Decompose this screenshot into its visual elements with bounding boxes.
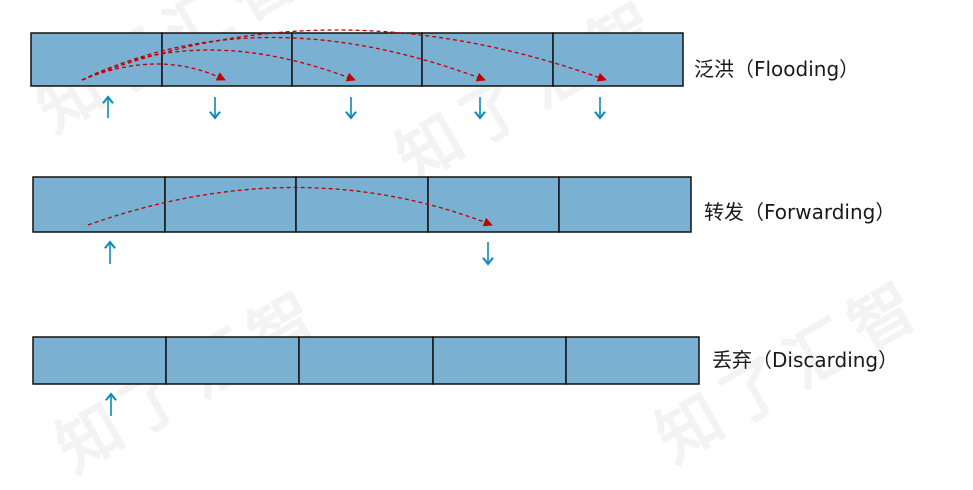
port-state-diagram: 泛洪（Flooding） 转发（Forwarding） 丢弃（Discardin…: [0, 0, 973, 442]
port-cell: [165, 177, 296, 232]
row-label: 丢弃（Discarding）: [712, 348, 898, 372]
port-cell: [428, 177, 559, 232]
row-discarding: 丢弃（Discarding）: [33, 337, 898, 416]
port-cell: [422, 33, 553, 86]
port-cell: [33, 177, 165, 232]
port-cell: [162, 33, 292, 86]
row-forwarding: 转发（Forwarding）: [33, 177, 895, 264]
port-cell: [433, 337, 566, 384]
row-label: 转发（Forwarding）: [704, 200, 895, 224]
row-label: 泛洪（Flooding）: [694, 57, 859, 81]
port-cell: [299, 337, 433, 384]
port-cell: [292, 33, 422, 86]
port-cell: [33, 337, 166, 384]
port-cell: [553, 33, 683, 86]
port-cell: [566, 337, 699, 384]
port-cell: [559, 177, 691, 232]
row-flooding: 泛洪（Flooding）: [31, 30, 859, 118]
port-cell: [296, 177, 428, 232]
port-cell: [166, 337, 299, 384]
port-cell: [31, 33, 162, 86]
